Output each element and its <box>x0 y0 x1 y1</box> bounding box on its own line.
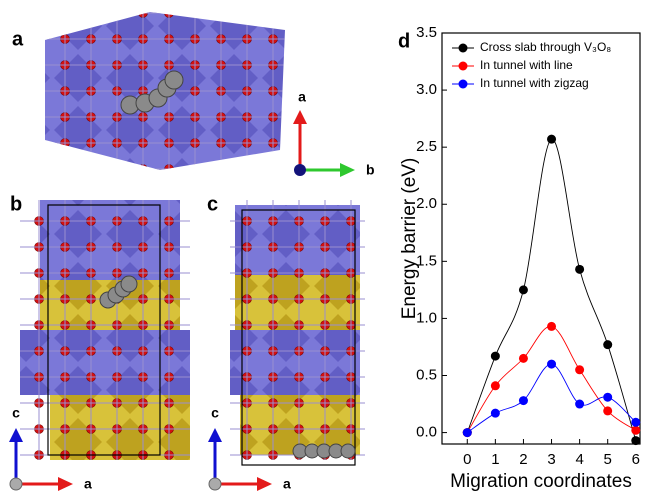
legend-label: In tunnel with line <box>480 58 573 72</box>
panel-label: d <box>398 30 410 52</box>
axis-label: c <box>211 405 219 421</box>
point <box>575 365 584 374</box>
point <box>603 393 612 402</box>
point <box>631 418 640 427</box>
x-tick-label: 1 <box>491 451 499 468</box>
axis-triad-a: a b <box>293 89 375 178</box>
point <box>491 352 500 361</box>
x-tick-label: 4 <box>575 451 583 468</box>
x-tick-label: 6 <box>632 451 640 468</box>
point <box>519 285 528 294</box>
point <box>575 265 584 274</box>
point <box>491 381 500 390</box>
legend-marker <box>459 44 468 53</box>
point <box>547 360 556 369</box>
y-axis-label: Energy barrier (eV) <box>399 158 420 320</box>
structure-c <box>230 200 365 465</box>
structure-a <box>45 12 285 170</box>
x-tick-label: 3 <box>547 451 555 468</box>
y-tick-label: 0.0 <box>416 424 437 441</box>
panel-label: b <box>10 193 22 215</box>
y-tick-label: 3.5 <box>416 24 437 41</box>
point <box>547 322 556 331</box>
axis-label: a <box>298 89 306 105</box>
axis-label: b <box>366 162 375 178</box>
point <box>519 396 528 405</box>
figure: a b c a b c a c a d 0.00.51.01.52.02.53.… <box>0 0 651 494</box>
structure-b <box>20 200 190 460</box>
point <box>491 409 500 418</box>
axis-label: c <box>12 405 20 421</box>
axis-label: a <box>283 476 291 492</box>
point <box>603 340 612 349</box>
point <box>575 400 584 409</box>
point <box>463 428 472 437</box>
plot-frame <box>442 33 640 444</box>
axis-label: a <box>84 476 92 492</box>
panel-label: a <box>12 28 24 50</box>
ion-chain <box>293 444 355 458</box>
point <box>631 426 640 435</box>
x-tick-label: 2 <box>519 451 527 468</box>
oxygen-atoms <box>230 200 365 460</box>
point <box>631 436 640 445</box>
y-tick-label: 0.5 <box>416 366 437 383</box>
y-tick-label: 3.0 <box>416 81 437 98</box>
panel-label: c <box>207 193 218 215</box>
x-axis-label: Migration coordinates <box>450 471 632 492</box>
x-tick-label: 0 <box>463 451 471 468</box>
x-tick-label: 5 <box>604 451 612 468</box>
legend-label: In tunnel with zigzag <box>480 76 589 90</box>
legend-marker <box>459 62 468 71</box>
oxygen-atoms <box>20 200 190 460</box>
legend-marker <box>459 80 468 89</box>
point <box>519 354 528 363</box>
legend-label: Cross slab through V₃O₈ <box>480 40 611 54</box>
y-tick-label: 2.5 <box>416 138 437 155</box>
point <box>603 406 612 415</box>
point <box>547 135 556 144</box>
